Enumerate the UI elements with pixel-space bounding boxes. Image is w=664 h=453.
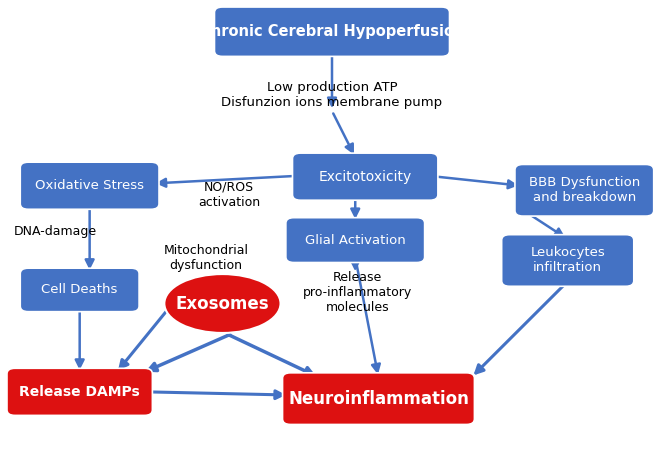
FancyBboxPatch shape	[20, 268, 139, 312]
Text: Low production ATP
Disfunzion ions membrane pump: Low production ATP Disfunzion ions membr…	[221, 81, 443, 109]
Text: Excitotoxicity: Excitotoxicity	[319, 170, 412, 183]
Text: Oxidative Stress: Oxidative Stress	[35, 179, 144, 192]
FancyBboxPatch shape	[7, 368, 152, 415]
FancyBboxPatch shape	[286, 218, 425, 262]
FancyBboxPatch shape	[502, 235, 633, 286]
Text: Glial Activation: Glial Activation	[305, 234, 406, 246]
Text: Exosomes: Exosomes	[175, 294, 270, 313]
FancyBboxPatch shape	[515, 164, 653, 216]
Text: Mitochondrial
dysfunction: Mitochondrial dysfunction	[163, 244, 248, 272]
Ellipse shape	[165, 274, 281, 333]
Text: BBB Dysfunction
and breakdown: BBB Dysfunction and breakdown	[529, 176, 640, 204]
Text: Chronic Cerebral Hypoperfusion: Chronic Cerebral Hypoperfusion	[200, 24, 464, 39]
Text: Cell Deaths: Cell Deaths	[41, 284, 118, 296]
FancyBboxPatch shape	[21, 162, 159, 209]
Text: Release DAMPs: Release DAMPs	[19, 385, 140, 399]
Text: Leukocytes
infiltration: Leukocytes infiltration	[531, 246, 605, 275]
Text: Release
pro-inflammatory
molecules: Release pro-inflammatory molecules	[303, 271, 412, 313]
FancyBboxPatch shape	[293, 153, 438, 200]
FancyBboxPatch shape	[283, 373, 474, 424]
Text: DNA-damage: DNA-damage	[13, 225, 97, 237]
Text: Neuroinflammation: Neuroinflammation	[288, 390, 469, 408]
Text: NO/ROS
activation: NO/ROS activation	[198, 181, 260, 209]
FancyBboxPatch shape	[214, 7, 450, 56]
